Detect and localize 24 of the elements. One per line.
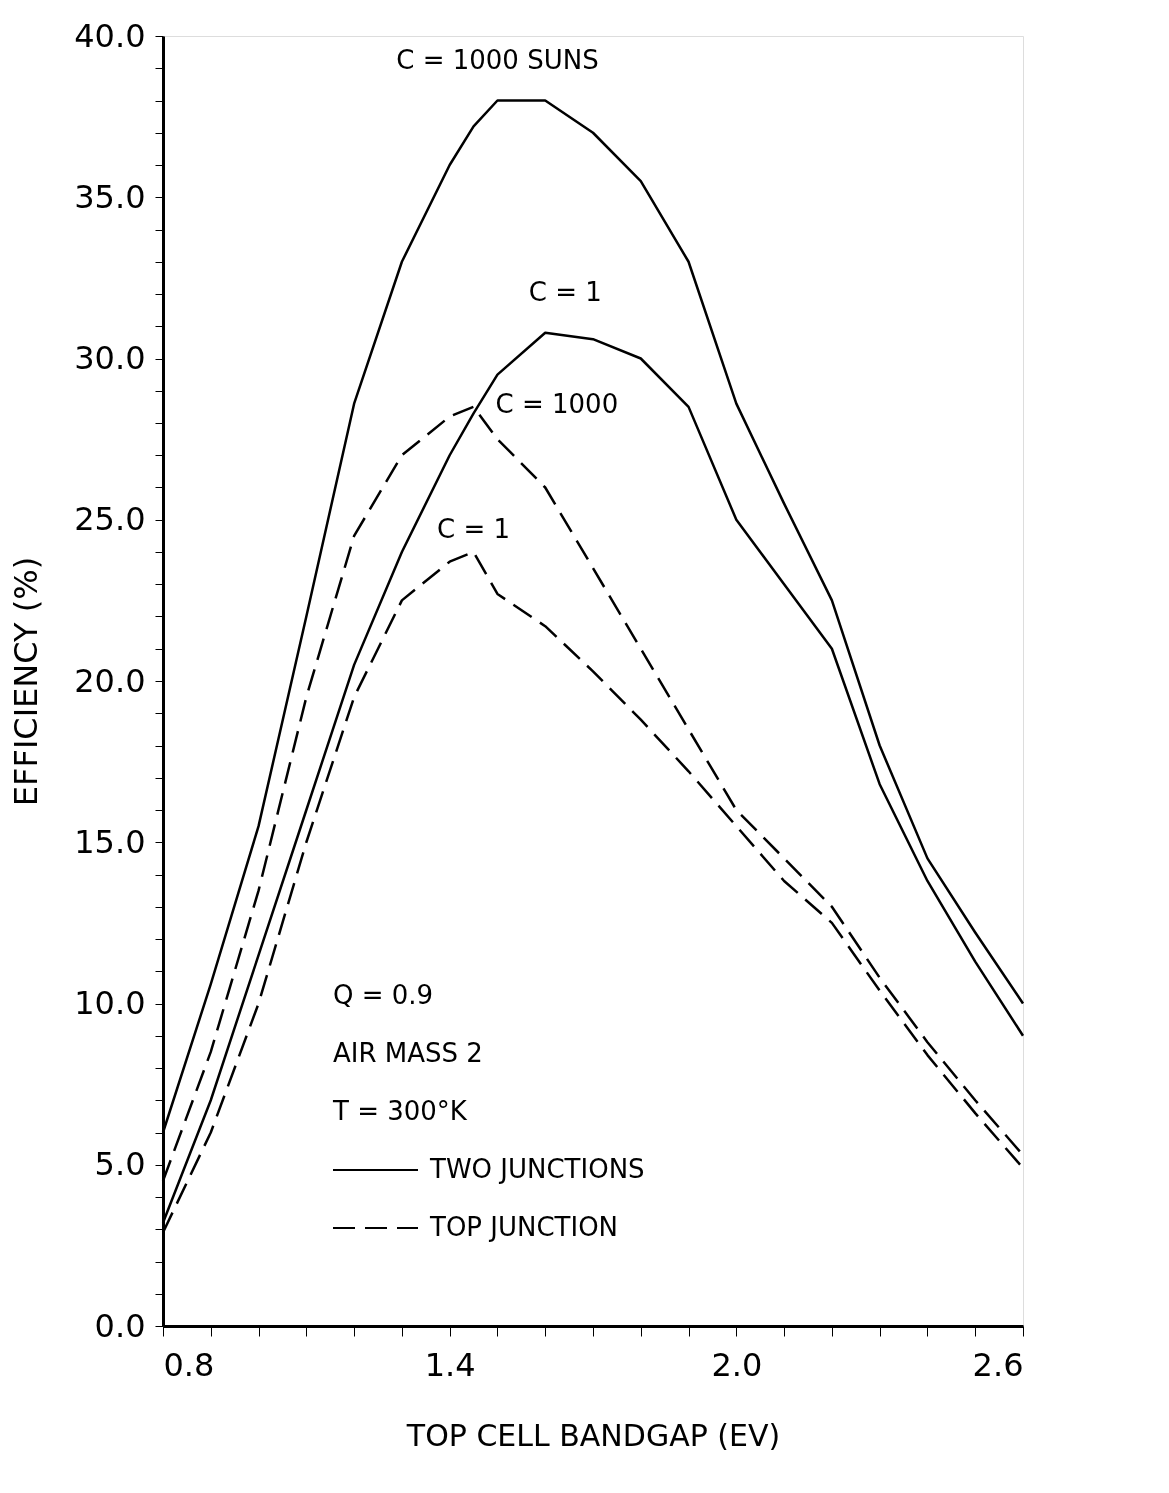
y-tick-label: 10.0 bbox=[74, 984, 146, 1022]
annotation: TWO JUNCTIONS bbox=[429, 1154, 645, 1184]
y-tick-label: 40.0 bbox=[74, 16, 146, 55]
y-tick-label: 0.0 bbox=[94, 1306, 146, 1345]
y-tick-label: 15.0 bbox=[74, 822, 146, 861]
y-tick-label: 5.0 bbox=[94, 1145, 146, 1184]
x-tick-label: 2.6 bbox=[972, 1345, 1024, 1384]
x-tick-label: 1.4 bbox=[424, 1345, 476, 1384]
annotation: Q = 0.9 bbox=[333, 980, 434, 1010]
series-label: C = 1000 SUNS bbox=[396, 44, 599, 75]
series-label: C = 1 bbox=[437, 514, 511, 544]
series-label: C = 1000 bbox=[495, 388, 619, 419]
y-tick-label: 20.0 bbox=[74, 661, 146, 700]
series-label: C = 1 bbox=[528, 276, 602, 307]
annotation: AIR MASS 2 bbox=[333, 1038, 483, 1068]
x-tick-label: 2.0 bbox=[711, 1345, 763, 1384]
x-tick-label: 0.8 bbox=[163, 1345, 215, 1384]
x-axis-title: TOP CELL BANDGAP (EV) bbox=[405, 1417, 781, 1453]
y-tick-label: 35.0 bbox=[74, 177, 146, 216]
annotation: T = 300°K bbox=[332, 1096, 468, 1126]
y-tick-label: 30.0 bbox=[74, 339, 146, 377]
y-axis-title: EFFICIENCY (%) bbox=[7, 556, 46, 807]
y-tick-label: 25.0 bbox=[74, 500, 146, 539]
annotation: TOP JUNCTION bbox=[429, 1212, 619, 1242]
